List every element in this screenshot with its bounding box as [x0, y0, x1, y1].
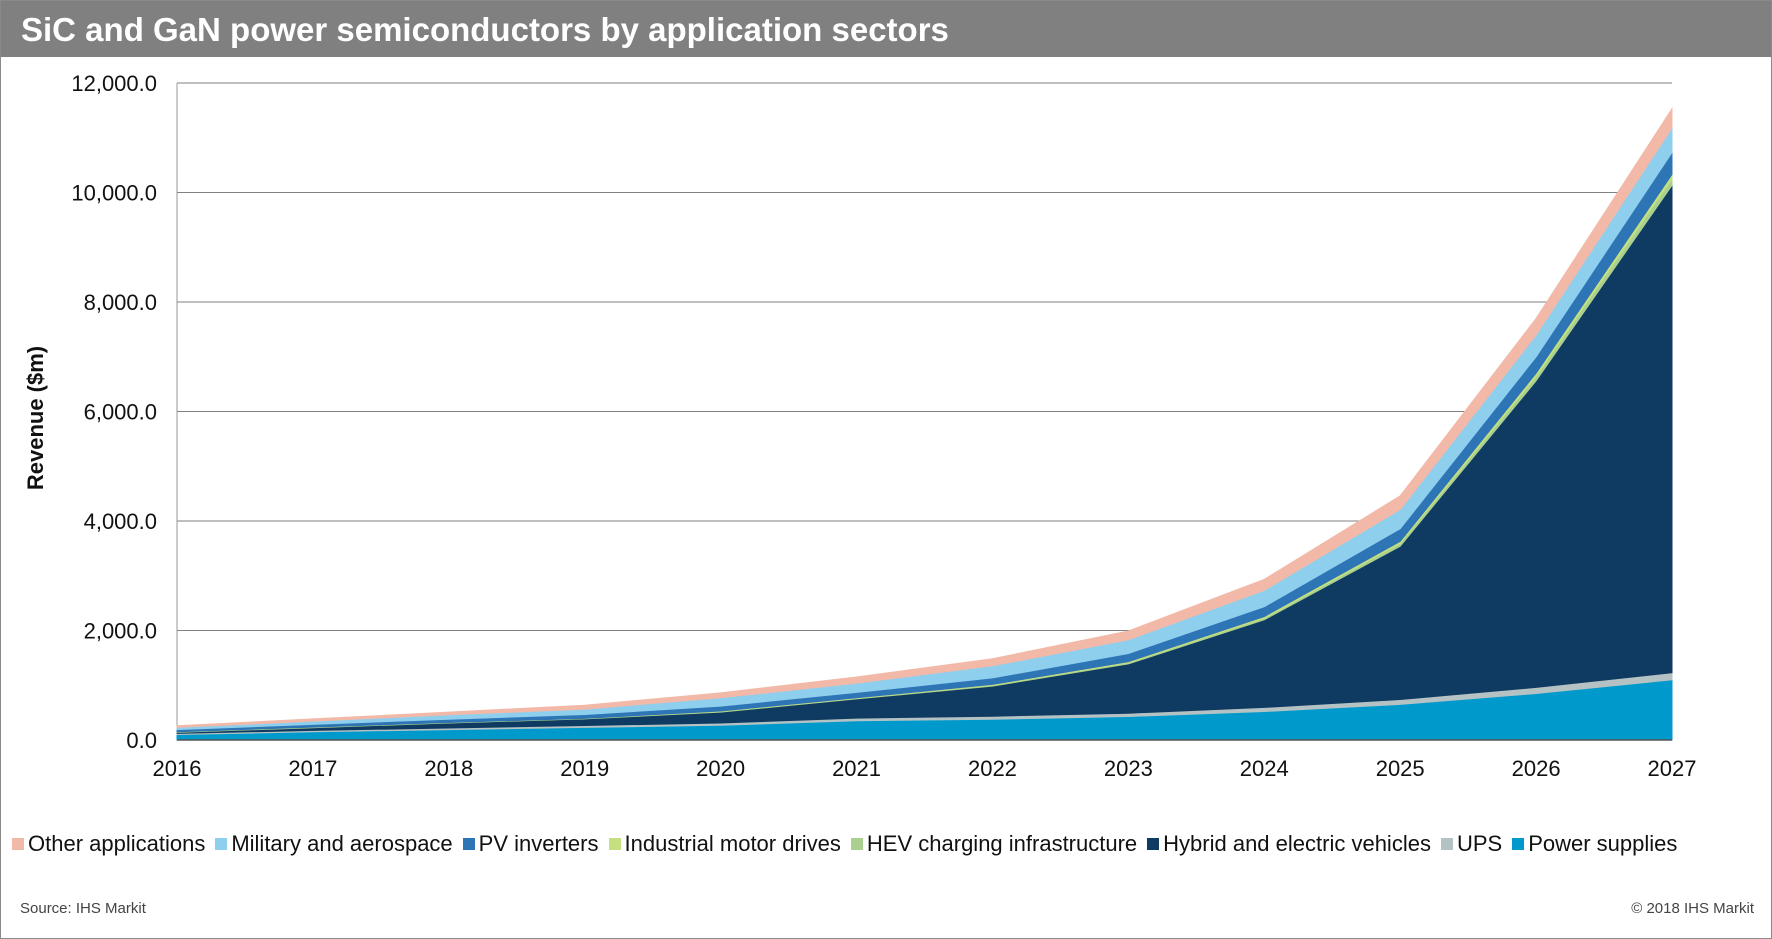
x-tick-label: 2018: [424, 756, 473, 781]
legend-swatch: [1147, 838, 1160, 850]
legend-swatch: [462, 838, 475, 850]
legend-item: Power supplies: [1512, 831, 1677, 857]
legend-label: Other applications: [28, 831, 206, 856]
y-tick-label: 4,000.0: [84, 509, 157, 534]
x-tick-label: 2027: [1648, 756, 1697, 781]
legend-swatch: [215, 838, 228, 850]
x-tick-label: 2026: [1512, 756, 1561, 781]
area-series-group: [176, 107, 1673, 741]
legend-item: Hybrid and electric vehicles: [1147, 831, 1431, 857]
y-tick-label: 2,000.0: [84, 619, 157, 644]
area-other-applications: [176, 107, 1673, 728]
legend-label: Hybrid and electric vehicles: [1163, 831, 1431, 856]
legend-swatch: [850, 838, 863, 850]
legend-label: HEV charging infrastructure: [866, 831, 1138, 856]
legend-swatch: [1440, 838, 1453, 850]
legend: Other applications Military and aerospace…: [12, 831, 1687, 857]
x-tick-label: 2020: [696, 756, 745, 781]
y-tick-label: 10,000.0: [71, 181, 157, 206]
title-bar: SiC and GaN power semiconductors by appl…: [1, 1, 1771, 57]
y-tick-label: 6,000.0: [84, 400, 157, 425]
legend-item: Industrial motor drives: [608, 831, 841, 857]
x-axis-ticks: 2016 2017 2018 2019 2020 2021 2022 2023 2024 2025…: [153, 756, 1697, 781]
x-tick-label: 2016: [153, 756, 202, 781]
legend-label: PV inverters: [478, 831, 599, 856]
y-tick-label: 12,000.0: [71, 71, 157, 96]
legend-swatch: [1512, 838, 1525, 850]
legend-item: HEV charging infrastructure: [850, 831, 1138, 857]
x-tick-label: 2025: [1376, 756, 1425, 781]
legend-item: UPS: [1440, 831, 1503, 857]
legend-item: Other applications: [12, 831, 205, 857]
x-tick-label: 2023: [1104, 756, 1153, 781]
x-tick-label: 2019: [560, 756, 609, 781]
y-tick-label: 8,000.0: [84, 290, 157, 315]
legend-item: Military and aerospace: [215, 831, 453, 857]
x-tick-label: 2021: [832, 756, 881, 781]
legend-swatch: [12, 838, 24, 850]
x-tick-label: 2017: [288, 756, 337, 781]
x-tick-label: 2024: [1240, 756, 1289, 781]
legend-swatch: [608, 838, 621, 850]
legend-label: UPS: [1456, 831, 1503, 856]
x-tick-label: 2022: [968, 756, 1017, 781]
legend-label: Power supplies: [1528, 831, 1678, 856]
chart-title: SiC and GaN power semiconductors by appl…: [21, 11, 949, 48]
source-note: Source: IHS Markit: [20, 900, 146, 917]
legend-item: PV inverters: [462, 831, 599, 857]
legend-label: Industrial motor drives: [624, 831, 841, 856]
legend-label: Military and aerospace: [231, 831, 453, 856]
y-axis-label: Revenue ($m): [23, 345, 48, 491]
copyright-note: © 2018 IHS Markit: [1631, 900, 1754, 917]
y-tick-label: 0.0: [126, 728, 157, 753]
y-axis-ticks: 0.0 2,000.0 4,000.0 6,000.0 8,000.0 10,000.0 1…: [71, 71, 157, 753]
